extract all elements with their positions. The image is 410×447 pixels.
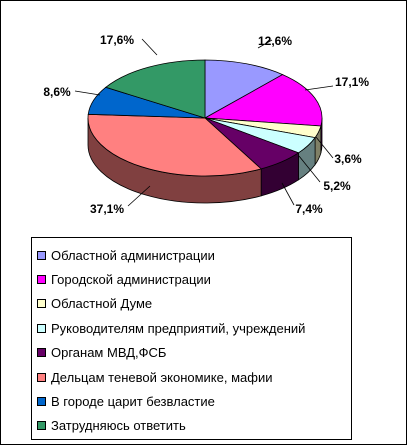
leader-line-6 [74,90,101,96]
legend-item: Органам МВД,ФСБ [37,344,166,362]
legend-label: Затрудняюсь ответить [51,418,186,434]
pie-slice-5 [87,113,262,177]
legend-item: Руководителям предприятий, учреждений [37,319,305,337]
legend-swatch [37,348,46,358]
data-label-2: 3,6% [334,152,362,166]
legend-swatch [37,299,46,309]
pie-slice-0 [204,59,284,119]
data-label-6: 8,6% [43,85,71,99]
leader-line-1 [304,85,334,91]
legend-label: Дельцам теневой экономике, мафии [51,369,273,385]
legend-item: Областной администрации [37,246,215,264]
data-label-7: 17,6% [100,33,134,47]
pie-slice-7 [104,59,206,119]
legend-swatch [37,421,46,431]
legend-item: Дельцам теневой экономике, мафии [37,368,272,386]
leader-line-2 [315,136,334,159]
legend-swatch [37,274,46,284]
leader-line-3 [298,155,321,183]
data-label-3: 5,2% [323,179,351,193]
leader-line-0 [257,39,273,49]
legend-label: В городе царит безвластие [51,393,215,409]
legend-item: В городе царит безвластие [37,392,215,410]
leader-line-7 [141,38,158,56]
leader-line-4 [281,182,295,206]
legend-label: Органам МВД,ФСБ [51,345,167,361]
legend-item: Затрудняюсь ответить [37,417,186,435]
legend-label: Областной Думе [51,296,153,312]
legend-swatch [37,396,46,406]
legend-label: Руководителям предприятий, учреждений [51,320,306,336]
legend-swatch [37,323,46,333]
legend-item: Областной Думе [37,295,152,313]
leader-line-5 [127,185,151,207]
pie-chart: 12,6% 17,1% 3,6% 5,2%7,4% 37,1% 8,6% 17,6% [43,33,369,216]
data-label-0: 12,6% [258,34,292,48]
legend-label: Областной администрации [51,247,215,263]
legend-label: Городской администрации [51,271,211,287]
data-label-4: 7,4% [295,202,323,216]
legend-swatch [37,250,46,260]
data-label-5: 37,1% [90,202,124,216]
data-label-1: 17,1% [335,75,369,89]
legend: Областной администрации Городской админис… [31,237,352,440]
legend-item: Городской администрации [37,270,211,288]
pie-slice-1 [203,74,323,127]
legend-swatch [37,372,46,382]
